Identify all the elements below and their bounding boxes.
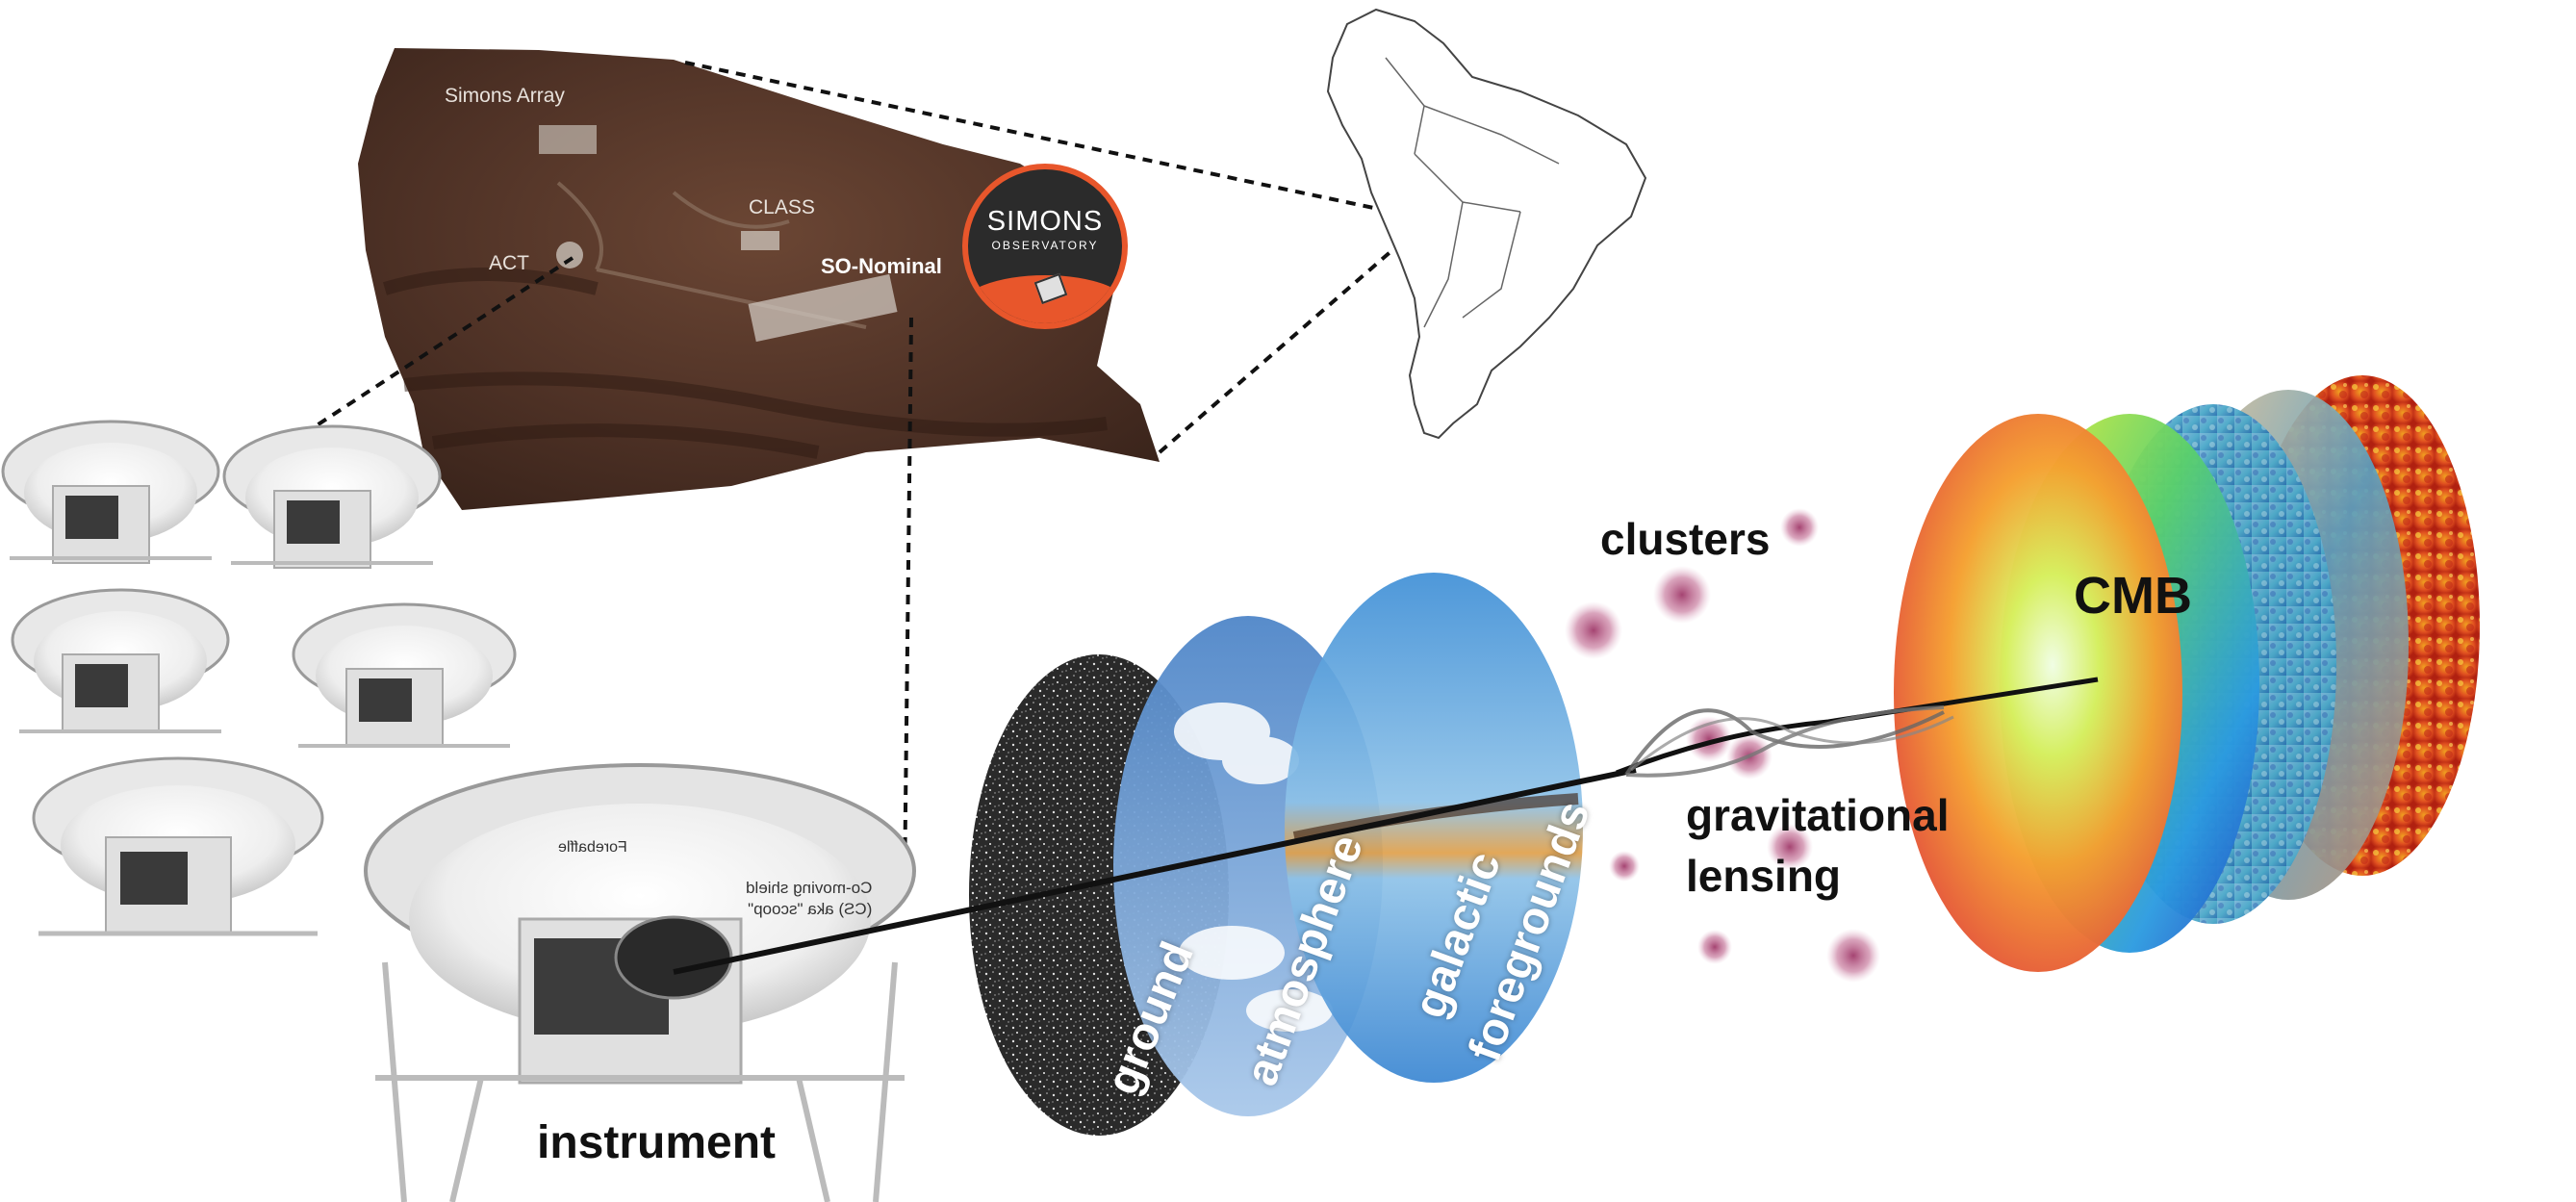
cluster-blobs [1565,508,1880,983]
cloud-shapes [1174,703,1333,1032]
forebaffle-label: Forebaffle [558,839,627,856]
terrain-ridges [382,268,1108,459]
south-america-map [1326,8,1647,440]
simons-array-label: Simons Array [445,85,565,107]
atacama-terrain [358,48,1160,510]
telescope-small-1 [1,420,220,564]
lensing-label: lensing [1686,851,1842,901]
telescope-large [364,763,916,1202]
logo-line-1: SIMONS [986,206,1104,237]
so-nominal-label: SO-Nominal [821,254,942,278]
clusters-label: clusters [1600,514,1771,564]
telescope-small-2 [222,424,442,569]
telescope-small-4 [292,602,517,748]
connector-lines [306,61,1416,891]
telescope-small-5 [32,756,324,936]
act-site [556,242,583,269]
galactic-layer [1285,573,1583,1083]
act-label: ACT [489,252,529,274]
simons-observatory-logo: SIMONS OBSERVATORY [962,164,1128,329]
instrument-label: instrument [529,1116,784,1169]
shield-label: Co-moving shield (CS) aka "scoop" [746,878,872,920]
cmb-label: CMB [2074,567,2192,625]
so-nominal-site [748,273,898,343]
telescope-array [1,420,916,1202]
simons-array-site [539,125,597,154]
telescope-small-3 [11,588,230,733]
cmb-layer-1 [1894,414,2182,972]
country-borders [1385,57,1560,328]
shield-label-line-1: Co-moving shield [746,879,873,897]
shield-label-line-2: (CS) aka "scoop" [748,900,873,918]
gravitational-label: gravitational [1686,790,1950,840]
logo-line-2: OBSERVATORY [991,239,1099,252]
class-label: CLASS [749,196,815,218]
class-site [741,231,779,250]
light-path [673,677,2099,975]
